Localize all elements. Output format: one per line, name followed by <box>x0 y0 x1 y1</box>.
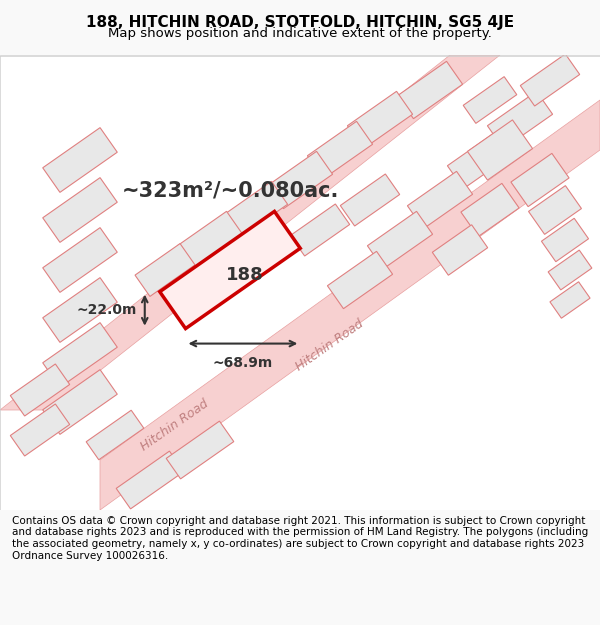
Polygon shape <box>407 171 473 229</box>
Text: Map shows position and indicative extent of the property.: Map shows position and indicative extent… <box>108 27 492 39</box>
Polygon shape <box>433 225 488 275</box>
Polygon shape <box>511 153 569 207</box>
Polygon shape <box>43 369 117 434</box>
Polygon shape <box>367 211 433 269</box>
Polygon shape <box>529 186 581 234</box>
Text: Hitchin Road: Hitchin Road <box>293 317 367 373</box>
Polygon shape <box>178 211 242 269</box>
Polygon shape <box>290 204 350 256</box>
Text: Contains OS data © Crown copyright and database right 2021. This information is : Contains OS data © Crown copyright and d… <box>12 516 588 561</box>
Polygon shape <box>43 322 117 388</box>
Polygon shape <box>541 218 589 262</box>
Polygon shape <box>223 181 287 239</box>
Polygon shape <box>166 421 234 479</box>
Polygon shape <box>160 211 300 329</box>
Polygon shape <box>463 77 517 123</box>
Polygon shape <box>448 131 512 189</box>
Polygon shape <box>397 61 463 119</box>
Polygon shape <box>340 174 400 226</box>
Text: Hitchin Road: Hitchin Road <box>139 397 211 453</box>
Polygon shape <box>520 54 580 106</box>
Polygon shape <box>268 151 332 209</box>
Polygon shape <box>43 228 117 292</box>
Text: 188: 188 <box>226 266 264 284</box>
Polygon shape <box>0 55 500 410</box>
Polygon shape <box>548 250 592 290</box>
Polygon shape <box>116 451 184 509</box>
Polygon shape <box>487 91 553 149</box>
Text: ~323m²/~0.080ac.: ~323m²/~0.080ac. <box>121 180 338 200</box>
Polygon shape <box>100 100 600 510</box>
Polygon shape <box>43 127 117 192</box>
Polygon shape <box>467 120 533 180</box>
Polygon shape <box>10 364 70 416</box>
Polygon shape <box>43 278 117 342</box>
Polygon shape <box>10 404 70 456</box>
Text: ~22.0m: ~22.0m <box>76 303 137 317</box>
Polygon shape <box>43 177 117 242</box>
Text: ~68.9m: ~68.9m <box>213 356 273 369</box>
Polygon shape <box>135 244 195 296</box>
Polygon shape <box>550 282 590 318</box>
Polygon shape <box>307 121 373 179</box>
Polygon shape <box>347 91 413 149</box>
Text: 188, HITCHIN ROAD, STOTFOLD, HITCHIN, SG5 4JE: 188, HITCHIN ROAD, STOTFOLD, HITCHIN, SG… <box>86 16 514 31</box>
Polygon shape <box>461 183 519 237</box>
Polygon shape <box>328 251 392 309</box>
Polygon shape <box>86 410 144 460</box>
